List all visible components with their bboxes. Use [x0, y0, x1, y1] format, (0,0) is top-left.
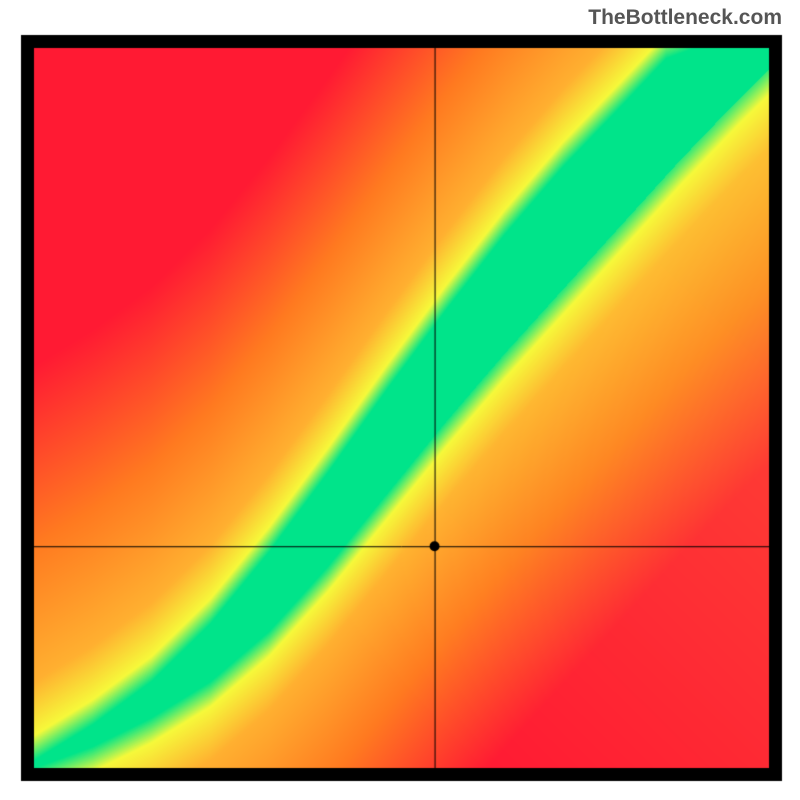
bottleneck-heatmap	[0, 0, 800, 800]
watermark-text: TheBottleneck.com	[588, 6, 782, 30]
